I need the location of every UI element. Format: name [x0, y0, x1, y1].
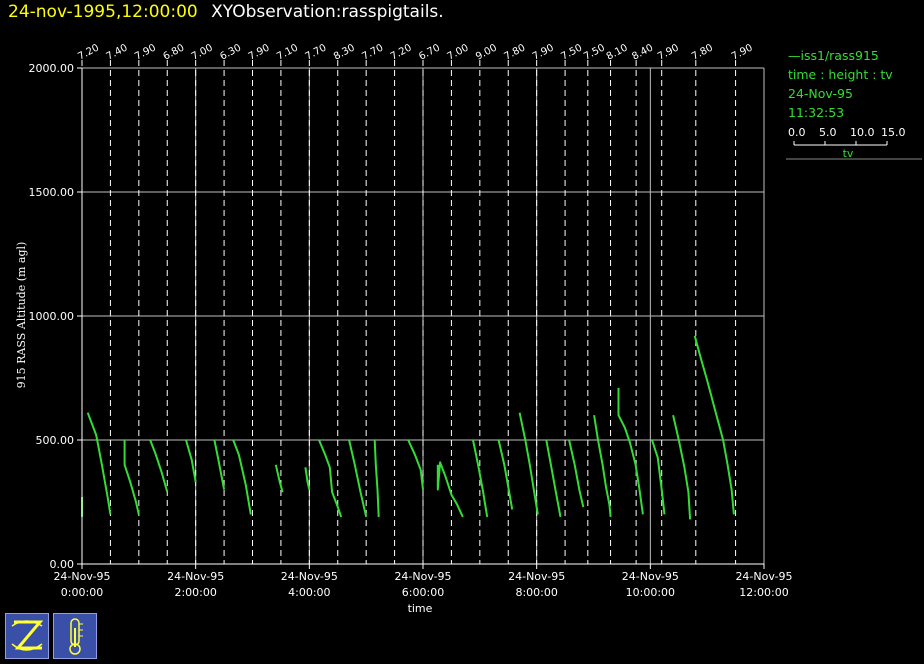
profile-trace: [274, 464, 284, 493]
profile-trace: [123, 440, 140, 515]
profile-trace: [232, 439, 252, 515]
profile-value-label: 8.10: [605, 42, 630, 62]
profile-value-label: 8.30: [332, 42, 357, 62]
y-tick-label: 1000.00: [29, 310, 75, 323]
thermometer-icon: [69, 618, 83, 655]
profile-value-label: 7.80: [502, 42, 527, 62]
profile-trace: [318, 439, 343, 518]
profile-trace: [651, 439, 666, 515]
x-tick-date: 24-Nov-95: [167, 570, 224, 583]
profile-time-lines: [81, 60, 737, 564]
profile-trace: [373, 439, 380, 517]
x-tick-time: 4:00:00: [288, 586, 330, 599]
scale-tick-label: 5.0: [819, 126, 837, 139]
profile-traces: [81, 335, 735, 520]
x-tick-time: 6:00:00: [402, 586, 444, 599]
y-axis-label: 915 RASS Altitude (m agl): [15, 242, 28, 389]
x-tick-time: 12:00:00: [739, 586, 788, 599]
zebra-logo-icon: [11, 620, 44, 651]
profile-value-label: 7.90: [531, 42, 556, 62]
scale-tick-label: 0.0: [788, 126, 806, 139]
profile-value-label: 7.80: [690, 42, 715, 62]
x-tick-time: 8:00:00: [515, 586, 557, 599]
y-tick-label: 2000.00: [29, 62, 75, 75]
y-tick-label: 1500.00: [29, 186, 75, 199]
profile-value-label: 7.90: [247, 42, 272, 62]
profile-trace: [568, 439, 585, 508]
header-timestamp: 24-nov-1995,12:00:00: [8, 2, 198, 22]
x-tick-time: 2:00:00: [174, 586, 216, 599]
y-tick-label: 500.00: [36, 434, 75, 447]
profile-trace: [617, 387, 644, 515]
profile-trace: [149, 439, 169, 493]
profile-value-label: 9.00: [474, 42, 499, 62]
x-tick-date: 24-Nov-95: [281, 570, 338, 583]
scale-tick-label: 10.0: [850, 126, 875, 139]
profile-value-label: 7.20: [76, 42, 101, 62]
x-tick-date: 24-Nov-95: [394, 570, 451, 583]
header-observation: XYObservation:rasspigtails.: [211, 2, 444, 22]
profile-value-label: 7.20: [389, 42, 414, 62]
scale-tick-label: 15.0: [881, 126, 906, 139]
profile-trace: [672, 414, 692, 520]
y-tick-label: 0.00: [50, 558, 75, 571]
profile-trace: [86, 412, 112, 515]
profile-value-label: 7.00: [190, 42, 215, 62]
profile-trace: [185, 439, 197, 483]
profile-trace: [213, 439, 226, 490]
profile-trace: [497, 439, 514, 510]
tick-labels: 0.00 500.00 1000.00 1500.00 2000.00 24-Nov-95…: [29, 62, 793, 599]
legend-series: —iss1/rass915: [788, 48, 879, 63]
profile-value-label: 7.40: [105, 42, 130, 62]
profile-value-label: 7.90: [730, 42, 755, 62]
profile-trace: [407, 439, 424, 490]
legend-time: 11:32:53: [788, 105, 845, 120]
profile-value-label: 6.70: [417, 42, 442, 62]
profile-value-label: 7.00: [446, 42, 471, 62]
profile-value-label: 7.90: [656, 42, 681, 62]
x-tick-time: 0:00:00: [61, 586, 103, 599]
x-tick-time: 10:00:00: [626, 586, 675, 599]
profile-value-label: 6.80: [161, 42, 186, 62]
x-axis-label: time: [408, 602, 433, 615]
legend-panel: —iss1/rass915 time : height : tv 24-Nov-…: [788, 46, 893, 122]
x-tick-date: 24-Nov-95: [735, 570, 792, 583]
x-tick-date: 24-Nov-95: [508, 570, 565, 583]
profile-value-label: 7.10: [275, 42, 300, 62]
legend-scale: 0.0 5.0 10.0 15.0 tv: [786, 126, 922, 160]
profile-value-label: 7.50: [582, 42, 607, 62]
thermometer-button[interactable]: [53, 613, 97, 659]
profile-trace: [518, 412, 539, 515]
profile-value-label: 7.50: [559, 42, 584, 62]
profile-trace: [545, 439, 562, 518]
profile-value-label: 8.40: [630, 42, 655, 62]
x-tick-date: 24-Nov-95: [53, 570, 110, 583]
scale-label: tv: [843, 147, 854, 160]
profile-trace: [304, 467, 311, 490]
zebra-logo-button[interactable]: [5, 613, 49, 659]
profile-value-label: 7.70: [304, 42, 329, 62]
profile-value-labels: 7.20 7.40 7.90 6.80 7.00 6.30 7.90 7.10 7.70 8.30…: [76, 42, 754, 62]
chart-header: 24-nov-1995,12:00:00 XYObservation:rassp…: [8, 2, 444, 22]
x-tick-date: 24-Nov-95: [622, 570, 679, 583]
profile-trace: [436, 461, 464, 518]
profile-trace: [593, 415, 612, 517]
profile-trace: [472, 439, 489, 518]
profile-value-label: 7.90: [133, 42, 158, 62]
profile-trace: [693, 335, 735, 515]
legend-date: 24-Nov-95: [788, 86, 853, 101]
profile-value-label: 7.70: [360, 42, 385, 62]
profile-trace: [348, 439, 368, 518]
legend-mapping: time : height : tv: [788, 67, 893, 82]
profile-value-label: 6.30: [218, 42, 243, 62]
axes-layer: [77, 67, 765, 569]
